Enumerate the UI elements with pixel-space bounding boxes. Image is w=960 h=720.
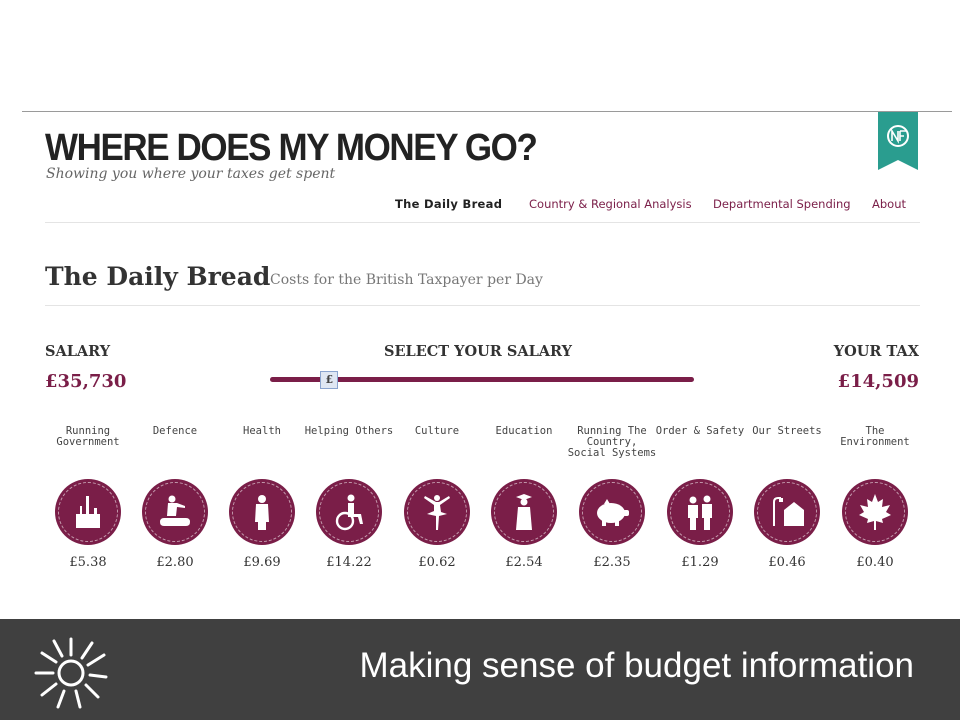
header-divider [45,222,920,223]
category-education: Education [479,426,569,474]
section-subtitle: Costs for the British Taxpayer per Day [270,272,543,288]
category-label: The Environment [840,425,910,448]
category-label: Our Streets [752,425,822,437]
section-title: The Daily Bread [45,262,271,291]
tax-value: £14,509 [837,371,919,392]
category-label: Order & Safety [655,425,745,437]
amount-health: £9.69 [243,555,281,570]
nav-departmental[interactable]: Departmental Spending [713,197,851,211]
category-label: Culture [414,425,460,437]
salary-slider-handle[interactable]: £ [320,371,339,389]
category-label: Helping Others [304,425,394,437]
footer-bar: Making sense of budget information [0,619,960,720]
amount-culture: £0.62 [418,555,456,570]
nav-about[interactable]: About [872,197,907,211]
footer-caption: Making sense of budget information [359,646,915,685]
amount-our-streets: £0.46 [768,555,806,570]
top-divider [22,111,952,112]
category-label: Running Government [56,425,120,448]
category-our-streets: Our Streets [742,426,832,474]
salary-value: £35,730 [45,371,127,392]
sunburst-logo-icon [34,637,108,709]
category-label: Health [243,425,281,437]
house-streetlight-icon[interactable] [754,479,820,545]
category-running-government: Running Government [43,426,133,474]
category-culture: Culture [392,426,482,474]
graduate-icon[interactable] [491,479,557,545]
police-icon[interactable] [667,479,733,545]
select-salary-label: SELECT YOUR SALARY [384,343,572,360]
wheelchair-icon[interactable] [316,479,382,545]
tax-label: YOUR TAX [833,343,919,360]
category-environment: The Environment [830,426,920,474]
category-label: Running The Country, Social Systems [567,425,657,459]
parliament-icon[interactable] [55,479,121,545]
okfn-ribbon-icon[interactable] [878,112,918,170]
amount-helping-others: £14.22 [326,555,372,570]
salary-slider-track[interactable] [270,377,694,382]
maple-leaf-icon[interactable] [842,479,908,545]
amount-order-safety: £1.29 [681,555,719,570]
amount-environment: £0.40 [856,555,894,570]
site-tagline: Showing you where your taxes get spent [46,166,336,182]
category-order-safety: Order & Safety [655,426,745,474]
nurse-icon[interactable] [229,479,295,545]
piggy-bank-icon[interactable] [579,479,645,545]
category-helping-others: Helping Others [304,426,394,474]
nav-country-regional[interactable]: Country & Regional Analysis [529,197,692,211]
soldier-tank-icon[interactable] [142,479,208,545]
category-label: Education [495,425,553,437]
category-health: Health [217,426,307,474]
category-defence: Defence [130,426,220,474]
section-divider [45,305,920,306]
amount-running-the-country: £2.35 [593,555,631,570]
salary-label: SALARY [45,343,111,360]
amount-education: £2.54 [505,555,543,570]
amount-running-government: £5.38 [69,555,107,570]
site-title[interactable]: WHERE DOES MY MONEY GO? [45,127,538,169]
nav-daily-bread[interactable]: The Daily Bread [395,197,503,211]
category-label: Defence [152,425,198,437]
amount-defence: £2.80 [156,555,194,570]
ballerina-icon[interactable] [404,479,470,545]
category-running-the-country: Running The Country, Social Systems [567,426,657,474]
